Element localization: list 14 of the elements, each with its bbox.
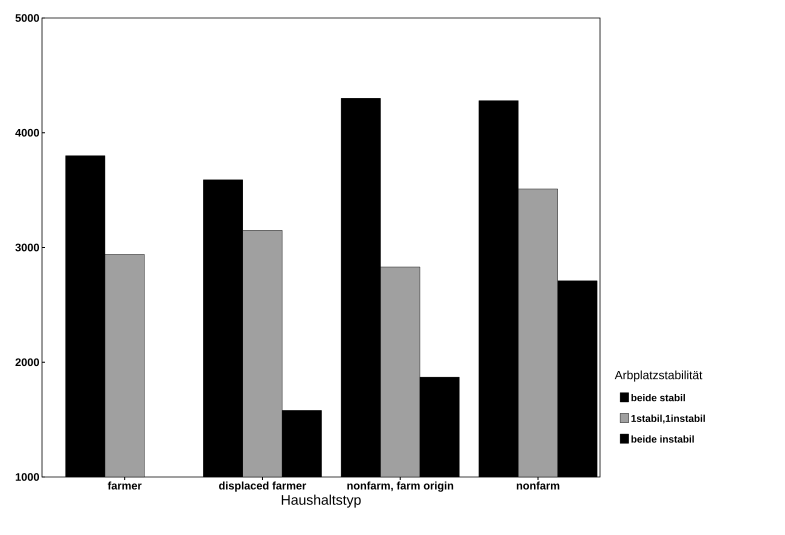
legend-label: beide stabil	[631, 394, 685, 402]
legend-label: 1stabil,1instabil	[631, 414, 705, 424]
y-tick-label: 3000	[15, 244, 40, 252]
y-tick-label: 1000	[16, 473, 40, 481]
y-tick-label: 4000	[15, 128, 40, 137]
x-tick-label: farmer	[108, 482, 142, 490]
x-axis-title: Haushaltstyp	[282, 494, 361, 508]
x-tick-label: displaced farmer	[219, 482, 306, 492]
legend-label: beide instabil	[631, 435, 694, 443]
y-tick-label: 2000	[15, 358, 40, 366]
y-tick-label: 5000	[15, 14, 40, 22]
x-tick-label: nonfarm	[516, 482, 560, 490]
legend-title: Arbplatzstabilität	[614, 370, 702, 382]
x-tick-label: nonfarm, farm origin	[347, 482, 454, 492]
